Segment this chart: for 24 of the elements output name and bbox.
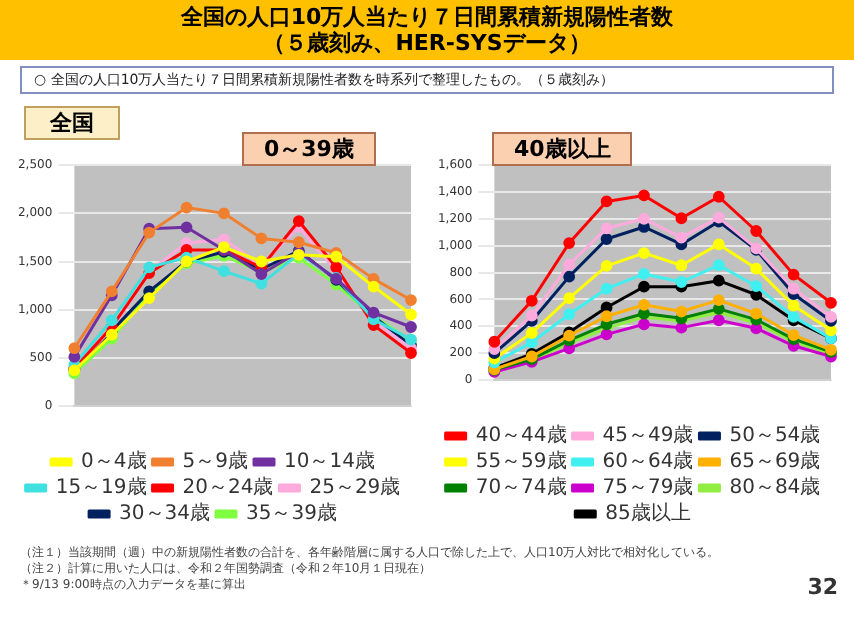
legend-label: 25～29歳: [309, 475, 401, 500]
legend-label: 75～79歳: [602, 475, 694, 500]
legend-label: 0～4歳: [81, 449, 147, 474]
legend-label: 40～44歳: [475, 423, 567, 448]
text: 全国の人口10万人当たり７日間累積新規陽性者数: [178, 4, 676, 30]
text: 全国: [24, 106, 120, 140]
legend-label: 55～59歳: [475, 449, 567, 474]
chart-title: 40歳以上: [492, 132, 633, 166]
legend-label: 30～34歳: [119, 501, 211, 526]
legend-label: 70～74歳: [475, 475, 567, 500]
legend-label: 20～24歳: [182, 475, 274, 500]
legend-label: 45～49歳: [602, 423, 694, 448]
legend-label: 65～69歳: [729, 449, 821, 474]
text: （５歳刻み、HER-SYSデータ）: [261, 30, 593, 56]
legend-label: 35～39歳: [246, 501, 337, 526]
text: 32: [807, 574, 838, 600]
legend-label: 80～84歳: [729, 475, 821, 500]
legend-label: 5～9歳: [182, 449, 249, 474]
chart-title: 0～39歳: [242, 132, 376, 166]
legend-label: 85歳以上: [605, 501, 691, 526]
legend-label: 10～14歳: [284, 449, 375, 474]
legend-label: 50～54歳: [729, 423, 821, 448]
legend-label: 15～19歳: [55, 475, 147, 500]
legend-label: 60～64歳: [602, 449, 694, 474]
